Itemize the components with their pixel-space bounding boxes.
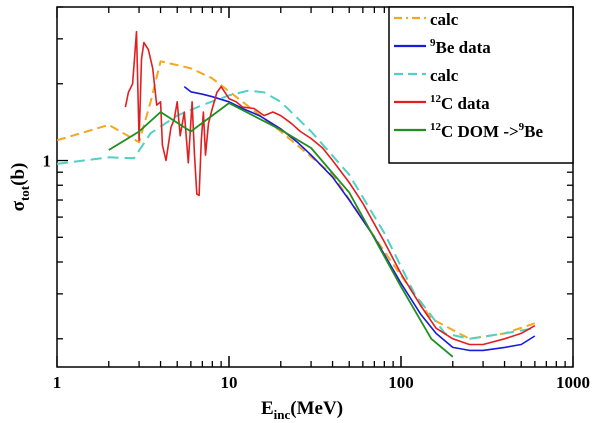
legend-label-2: 9Be data — [430, 37, 491, 57]
series-layer — [57, 30, 536, 358]
legend: calc 9Be data calc 12C data 12C DOM ->9Be — [388, 6, 574, 164]
series-line-5 — [108, 102, 454, 358]
x-axis-label: Einc(MeV) — [261, 398, 343, 422]
legend-label-3: calc — [430, 66, 459, 85]
legend-label-4: 12C data — [430, 93, 490, 113]
axis-ticks: 1 10 100 1000 1 — [43, 6, 590, 392]
y-tick-label: 1 — [43, 152, 52, 171]
legend-label-1: calc — [430, 10, 459, 29]
x-tick-label: 1 — [53, 373, 62, 392]
series-line-2 — [183, 85, 536, 352]
x-tick-label: 1000 — [556, 373, 590, 392]
x-tick-label: 10 — [221, 373, 238, 392]
x-tick-label: 100 — [388, 373, 414, 392]
legend-label-5: 12C DOM ->9Be — [430, 121, 544, 141]
legend-box — [388, 6, 574, 164]
series-line-3 — [57, 89, 535, 340]
plot-frame — [56, 6, 574, 368]
y-axis-label: σtot(b) — [8, 163, 32, 212]
